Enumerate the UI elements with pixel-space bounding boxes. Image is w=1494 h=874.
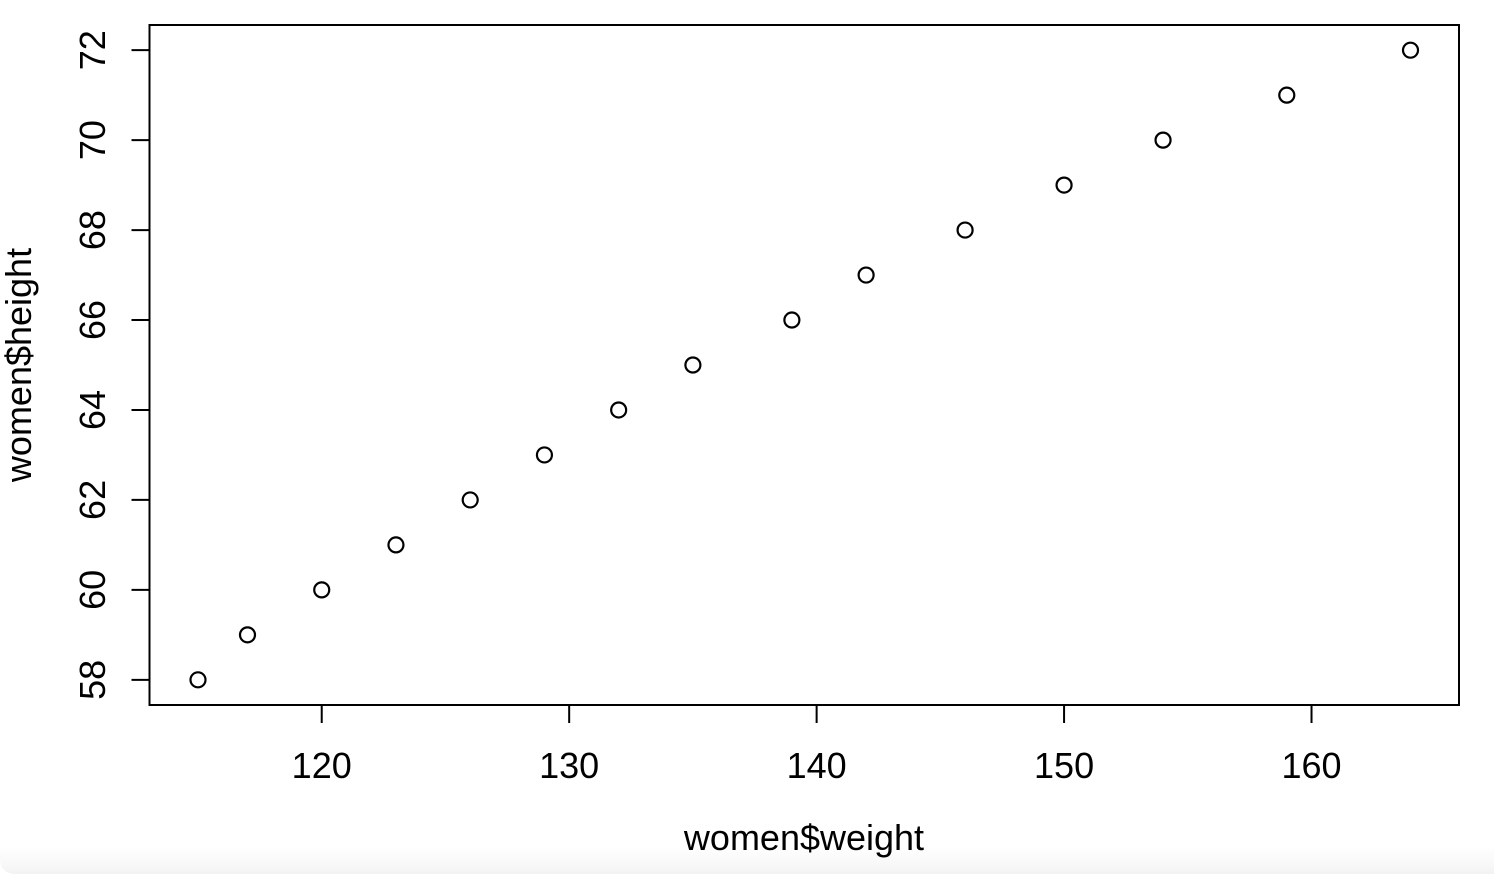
y-tick-label: 66 — [72, 300, 113, 340]
data-point — [610, 401, 628, 419]
data-point — [857, 266, 875, 284]
data-point — [956, 221, 974, 239]
x-axis-label: women$weight — [683, 817, 924, 858]
y-tick-label: 58 — [72, 660, 113, 700]
y-axis-label: women$height — [0, 248, 39, 483]
y-tick-label: 60 — [72, 570, 113, 610]
data-point — [238, 626, 257, 644]
y-tick-label: 62 — [72, 480, 113, 520]
data-point — [1154, 131, 1172, 149]
y-tick-label: 68 — [72, 210, 113, 250]
x-tick-label: 130 — [539, 745, 599, 786]
data-point — [1055, 176, 1073, 194]
data-point — [783, 311, 801, 329]
plot-border — [148, 24, 1460, 706]
x-tick-label: 120 — [292, 745, 352, 786]
x-tick-label: 160 — [1281, 745, 1341, 786]
data-point — [535, 446, 554, 464]
data-point — [1278, 86, 1296, 104]
data-point — [461, 491, 479, 509]
data-point — [684, 356, 702, 374]
x-tick-label: 150 — [1034, 745, 1094, 786]
data-point — [189, 671, 207, 689]
data-point — [313, 581, 331, 599]
data-point — [1401, 41, 1420, 59]
x-tick-label: 140 — [787, 745, 847, 786]
data-point — [387, 536, 405, 554]
y-tick-label: 64 — [72, 390, 113, 430]
y-tick-label: 70 — [72, 120, 113, 160]
y-tick-label: 72 — [72, 30, 113, 70]
